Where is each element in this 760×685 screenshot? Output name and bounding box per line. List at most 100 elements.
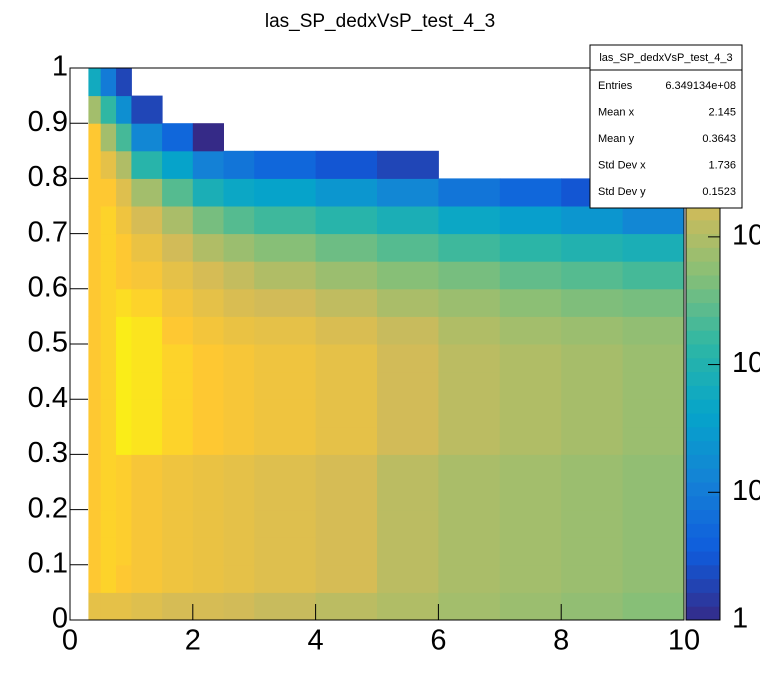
heatmap-cell	[499, 399, 562, 428]
heatmap-cell	[100, 316, 117, 345]
heatmap-cell	[88, 68, 102, 97]
heatmap-cell	[499, 206, 562, 235]
heatmap-cell	[500, 68, 562, 96]
heatmap-cell	[88, 482, 102, 511]
heatmap-cell	[223, 482, 255, 511]
y-tick-label: 0	[52, 603, 68, 635]
heatmap-cell	[223, 399, 255, 428]
heatmap-cell	[88, 399, 102, 428]
heatmap-cell	[254, 564, 317, 593]
heatmap-cell	[223, 261, 255, 290]
color-scale-band	[686, 399, 720, 414]
heatmap-cell	[377, 592, 439, 621]
heatmap-cell	[100, 537, 117, 566]
heatmap-cell	[116, 399, 132, 428]
stats-title: las_SP_dedxVsP_test_4_3	[599, 52, 732, 64]
heatmap-cell	[223, 564, 255, 593]
heatmap-cell	[192, 564, 224, 593]
heatmap-cell	[131, 233, 163, 262]
stats-value: 1.736	[708, 159, 736, 171]
heatmap-cell	[116, 592, 132, 621]
heatmap-cell	[561, 233, 624, 262]
heatmap-cell	[315, 371, 378, 400]
color-scale-band	[686, 509, 720, 524]
heatmap-cell	[116, 95, 132, 124]
heatmap-cell	[622, 454, 685, 483]
color-scale-band	[686, 551, 720, 566]
heatmap-cell	[438, 123, 500, 151]
color-scale-band	[686, 330, 720, 345]
chart-title: las_SP_dedxVsP_test_4_3	[265, 11, 495, 32]
heatmap-cell	[131, 123, 163, 152]
heatmap-cell	[499, 178, 562, 207]
heatmap-cell	[438, 288, 501, 317]
heatmap-cell	[70, 565, 89, 593]
x-tick-label: 10	[668, 625, 700, 657]
stats-value: 6.349134e+08	[665, 80, 736, 92]
heatmap-cell	[100, 482, 117, 511]
heatmap-cell	[192, 316, 224, 345]
heatmap-cell	[100, 509, 117, 538]
heatmap-cell	[622, 509, 685, 538]
heatmap-cell	[223, 371, 255, 400]
heatmap-cell	[254, 316, 317, 345]
heatmap-cell	[131, 178, 163, 207]
heatmap-cell	[100, 261, 117, 290]
color-scale-band	[686, 261, 720, 276]
heatmap-cell	[100, 206, 117, 235]
heatmap-cell	[377, 344, 439, 373]
heatmap-cell	[622, 261, 685, 290]
y-tick-label: 0.3	[28, 437, 68, 469]
heatmap-cell	[162, 123, 194, 152]
x-tick-label: 8	[553, 625, 569, 657]
z-tick-label: 10	[732, 347, 760, 379]
heatmap-cell	[254, 454, 317, 483]
stats-box: las_SP_dedxVsP_test_4_3 Entries 6.349134e…	[589, 44, 743, 209]
color-scale-band	[686, 413, 720, 428]
heatmap-cell	[561, 399, 624, 428]
heatmap-cell	[438, 482, 501, 511]
heatmap-cell	[561, 509, 624, 538]
y-tick-label: 0.7	[28, 216, 68, 248]
heatmap-cell	[162, 178, 194, 207]
heatmap-cell	[100, 399, 117, 428]
heatmap-cell	[315, 592, 378, 621]
heatmap-cell	[254, 371, 317, 400]
heatmap-cell	[100, 178, 117, 207]
heatmap-cell	[438, 344, 501, 373]
heatmap-cell	[88, 454, 102, 483]
heatmap-cell	[438, 454, 501, 483]
heatmap-cell	[254, 537, 317, 566]
heatmap-cell	[622, 344, 685, 373]
heatmap-cell	[499, 316, 562, 345]
heatmap-cell	[377, 426, 439, 455]
heatmap-cell	[116, 68, 132, 97]
heatmap-cell	[162, 344, 194, 373]
heatmap-cell	[254, 288, 317, 317]
heatmap-cell	[499, 233, 562, 262]
heatmap-cell	[254, 399, 317, 428]
heatmap-cell	[88, 95, 102, 124]
heatmap-cell	[116, 509, 132, 538]
heatmap-cell	[561, 592, 624, 621]
heatmap-cell	[561, 344, 624, 373]
heatmap-cell	[377, 150, 439, 179]
heatmap-cell	[561, 316, 624, 345]
heatmap-cell	[100, 344, 117, 373]
heatmap-cell	[499, 592, 562, 621]
heatmap-cell	[88, 509, 102, 538]
heatmap-cell	[192, 509, 224, 538]
z-tick-label: 10	[732, 220, 760, 252]
heatmap-cell	[499, 564, 562, 593]
heatmap-cell	[223, 288, 255, 317]
heatmap-cell	[88, 178, 102, 207]
heatmap-cell	[315, 261, 378, 290]
heatmap-cell	[377, 316, 439, 345]
heatmap-cell	[561, 288, 624, 317]
heatmap-cell	[377, 178, 439, 207]
heatmap-cell	[70, 96, 89, 124]
heatmap-cell	[70, 427, 89, 455]
heatmap-cell	[316, 68, 378, 96]
heatmap-cell	[131, 426, 163, 455]
heatmap-cell	[70, 151, 89, 179]
